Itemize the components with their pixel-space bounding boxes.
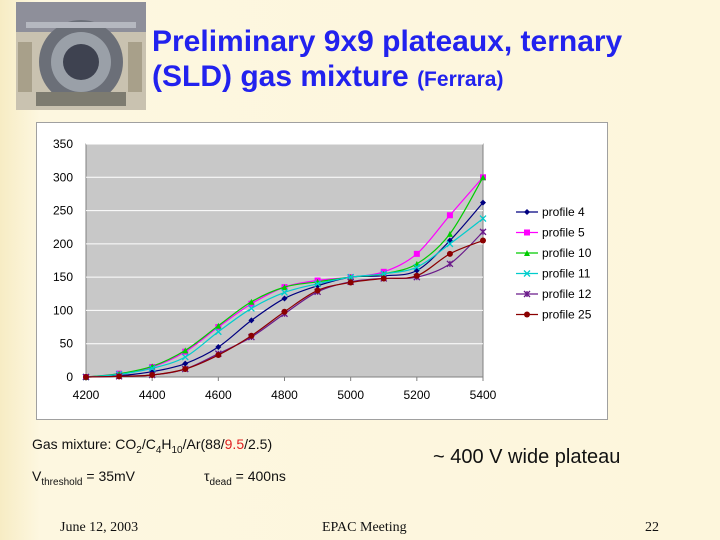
page-number: 22 <box>645 520 659 535</box>
data-point <box>281 308 288 315</box>
data-point <box>281 295 288 302</box>
y-tick-label: 150 <box>53 270 73 284</box>
x-tick-label: 4600 <box>205 388 232 402</box>
legend-marker <box>524 311 530 318</box>
data-point <box>446 250 453 257</box>
x-tick-label: 4400 <box>139 388 166 402</box>
data-point <box>281 284 288 291</box>
data-point <box>480 199 486 206</box>
data-point <box>446 212 453 219</box>
title-line-2: (SLD) gas mixture (Ferrara) <box>152 59 712 97</box>
title-line-1: Preliminary 9x9 plateaux, ternary <box>152 25 623 58</box>
data-point <box>479 228 487 236</box>
x-tick-label: 4800 <box>271 388 298 402</box>
dead-time-label: τdead = 400ns <box>204 468 286 488</box>
data-point <box>446 240 454 248</box>
data-point <box>446 230 453 237</box>
data-point <box>214 328 222 336</box>
data-point <box>380 275 387 282</box>
y-tick-label: 350 <box>53 137 73 151</box>
legend-marker <box>524 250 530 256</box>
data-point <box>247 304 255 312</box>
y-tick-label: 300 <box>53 170 73 184</box>
detector-photo-logo <box>16 2 146 110</box>
x-tick-label: 5200 <box>403 388 430 402</box>
legend-label: profile 5 <box>542 226 585 240</box>
legend-label: profile 12 <box>542 287 592 301</box>
data-point <box>182 360 189 367</box>
data-point <box>480 237 486 244</box>
data-point <box>215 344 222 351</box>
data-point <box>347 279 354 286</box>
legend-marker <box>523 270 531 277</box>
data-point <box>413 263 421 271</box>
legend-label: profile 4 <box>542 205 585 219</box>
legend-marker <box>523 290 531 298</box>
y-tick-label: 0 <box>66 370 73 384</box>
title-suffix: (Ferrara) <box>417 68 504 91</box>
y-tick-label: 250 <box>53 204 73 218</box>
data-point <box>182 347 189 354</box>
x-tick-label: 5000 <box>337 388 364 402</box>
x-tick-label: 4200 <box>73 388 100 402</box>
plateau-note: ~ 400 V wide plateau <box>433 446 621 468</box>
data-point <box>413 250 420 257</box>
slide-title: Preliminary 9x9 plateaux, ternary (SLD) … <box>152 24 712 97</box>
data-point <box>281 288 288 296</box>
data-point <box>248 298 255 305</box>
chart-panel: 0 50 100 150 200 250 300 350 4200 4400 4600 4800 500… <box>36 122 608 420</box>
x-tick-label: 5400 <box>470 388 497 402</box>
gas-mixture-label: Gas mixture: CO2/C4H10/Ar(88/9.5/2.5) <box>32 436 273 456</box>
legend-box <box>512 201 605 330</box>
legend-label: profile 25 <box>542 308 592 322</box>
data-point <box>182 366 189 373</box>
legend-label: profile 11 <box>542 267 591 281</box>
legend-marker <box>524 229 530 236</box>
data-point <box>215 352 222 359</box>
legend-label: profile 10 <box>542 246 592 260</box>
data-point <box>480 174 486 181</box>
data-point <box>116 373 123 380</box>
plot-area <box>85 143 484 378</box>
title-line-2-main: (SLD) gas mixture <box>152 60 409 93</box>
data-point <box>413 272 420 279</box>
data-point <box>148 364 156 372</box>
data-point <box>83 374 89 380</box>
legend-marker <box>524 209 530 215</box>
footer-event: EPAC Meeting <box>322 520 407 535</box>
data-point <box>248 317 255 324</box>
y-tick-label: 100 <box>53 303 73 317</box>
data-point <box>314 280 322 288</box>
data-point <box>149 372 156 379</box>
footer-date: June 12, 2003 <box>60 520 139 535</box>
threshold-label: Vthreshold = 35mV <box>32 468 136 488</box>
plateau-chart: 0 50 100 150 200 250 300 350 4200 4400 4600 4800 500… <box>53 137 605 402</box>
data-point <box>314 287 321 294</box>
data-point <box>446 260 454 268</box>
y-tick-label: 200 <box>53 237 73 251</box>
data-point <box>479 215 487 223</box>
data-point <box>215 322 222 329</box>
data-point <box>181 353 189 361</box>
y-tick-label: 50 <box>60 337 74 351</box>
data-point <box>248 332 255 339</box>
